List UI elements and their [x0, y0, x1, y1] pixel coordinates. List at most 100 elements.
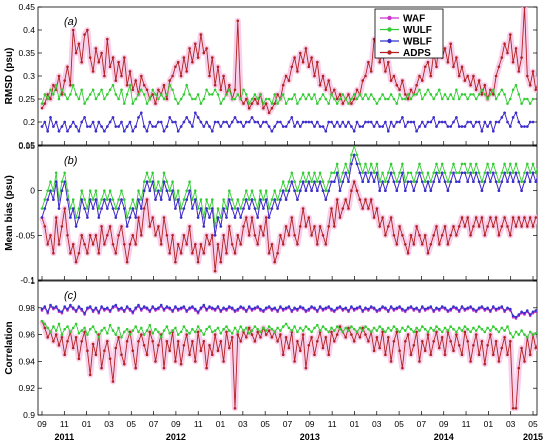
point-wblf [165, 305, 169, 308]
point-wblf [256, 305, 260, 308]
point-wulf [307, 327, 311, 331]
point-adps [103, 349, 106, 353]
point-adps [401, 366, 404, 370]
y-tick-label: 0.9 [23, 410, 35, 420]
x-tick-label: 11 [60, 419, 69, 429]
point-adps [253, 97, 257, 101]
point-wblf [233, 216, 237, 219]
point-wulf [494, 171, 498, 175]
point-wulf [140, 88, 143, 92]
point-wblf [463, 307, 467, 311]
point-adps [185, 243, 188, 246]
point-wulf [432, 97, 436, 101]
point-wblf [409, 180, 413, 183]
point-wulf [358, 162, 362, 166]
point-wulf [52, 93, 55, 96]
point-wulf [372, 97, 376, 101]
point-wulf [145, 171, 149, 175]
point-wblf [57, 129, 61, 133]
point-adps [483, 362, 487, 366]
point-wblf [137, 116, 140, 119]
point-wblf [290, 309, 294, 312]
point-wulf [463, 325, 467, 328]
point-wulf [168, 83, 171, 87]
point-wblf [378, 307, 382, 311]
x-tick-label: 01 [484, 419, 494, 429]
point-adps [296, 340, 299, 343]
point-wulf [100, 329, 103, 332]
point-wblf [514, 171, 518, 175]
point-wblf [91, 120, 95, 124]
point-wblf [222, 306, 225, 310]
point-wulf [154, 93, 157, 96]
point-adps [460, 65, 464, 69]
point-wblf [242, 306, 245, 310]
point-wulf [296, 330, 299, 334]
point-adps [247, 106, 251, 110]
point-wulf [449, 325, 453, 328]
point-wulf [401, 326, 404, 330]
point-adps [347, 93, 350, 96]
point-wblf [455, 180, 458, 183]
point-wulf [304, 97, 308, 101]
point-adps [43, 225, 47, 228]
point-adps [262, 106, 265, 110]
point-wulf [500, 326, 504, 330]
point-adps [247, 234, 251, 237]
x-tick-label: 05 [394, 419, 404, 429]
point-adps [108, 65, 112, 69]
point-wblf [162, 307, 166, 311]
point-adps [296, 70, 299, 73]
point-wblf [250, 116, 254, 119]
point-wulf [452, 327, 455, 331]
point-adps [63, 207, 66, 210]
point-wblf [97, 310, 101, 314]
point-wblf [517, 180, 521, 183]
point-adps [194, 42, 197, 46]
y-tick-label: 0.05 [18, 141, 35, 151]
point-wblf [523, 180, 526, 183]
point-wulf [381, 327, 384, 331]
point-wblf [245, 309, 248, 312]
x-tick-label: 01 [82, 419, 92, 429]
point-wulf [114, 93, 118, 96]
point-wulf [350, 97, 353, 101]
point-wblf [364, 306, 367, 310]
point-wulf [520, 180, 523, 183]
point-wulf [384, 180, 387, 183]
point-wulf [262, 326, 265, 330]
series-line-adps [41, 321, 537, 409]
point-adps [418, 360, 421, 363]
year-label: 2011 [55, 432, 75, 442]
point-wblf [299, 305, 302, 308]
point-wulf [185, 329, 188, 332]
point-adps [466, 216, 470, 219]
point-adps [460, 216, 464, 219]
point-wulf [432, 329, 436, 332]
point-wulf [310, 97, 313, 101]
point-wblf [472, 180, 475, 183]
point-wulf [492, 88, 495, 92]
point-wblf [54, 120, 58, 124]
point-wulf [117, 198, 120, 201]
point-adps [432, 340, 436, 343]
point-wulf [517, 333, 521, 336]
point-wblf [86, 306, 89, 310]
point-wulf [321, 93, 325, 96]
point-wulf [299, 180, 302, 183]
point-wblf [188, 306, 191, 310]
point-wblf [361, 309, 365, 312]
point-wblf [438, 120, 441, 124]
point-wblf [457, 180, 461, 183]
point-wulf [284, 102, 288, 105]
point-wulf [199, 102, 203, 105]
x-tick-label: 09 [37, 419, 47, 429]
point-adps [154, 360, 157, 363]
point-wulf [279, 189, 282, 192]
point-wblf [404, 309, 407, 312]
point-adps [91, 243, 95, 246]
point-wulf [469, 93, 472, 96]
x-tick-label: 01 [216, 419, 226, 429]
point-wulf [196, 325, 200, 328]
point-wblf [406, 180, 410, 183]
